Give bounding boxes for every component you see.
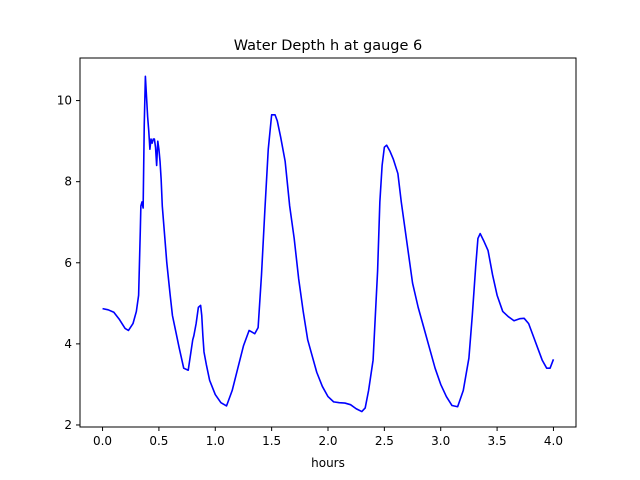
x-tick-label: 3.0 — [431, 434, 450, 448]
x-tick-label: 0.5 — [149, 434, 168, 448]
y-tick-label: 4 — [64, 337, 72, 351]
x-tick-label: 0.0 — [93, 434, 112, 448]
x-tick-label: 2.0 — [318, 434, 337, 448]
x-axis: 0.0 0.5 1.0 1.5 2.0 2.5 3.0 3.5 4.0 — [93, 427, 563, 448]
x-tick-label: 1.5 — [262, 434, 281, 448]
series-layer — [102, 75, 555, 413]
x-tick-label: 4.0 — [544, 434, 563, 448]
y-tick-label: 8 — [64, 175, 72, 189]
y-tick-label: 2 — [64, 418, 72, 432]
y-tick-label: 10 — [57, 94, 72, 108]
x-tick-label: 2.5 — [375, 434, 394, 448]
series-line-0 — [102, 75, 555, 413]
chart-title: Water Depth h at gauge 6 — [234, 38, 422, 54]
y-axis: 2 4 6 8 10 — [57, 94, 80, 432]
x-tick-label: 1.0 — [206, 434, 225, 448]
x-tick-label: 3.5 — [488, 434, 507, 448]
x-axis-label: hours — [311, 456, 345, 470]
y-tick-label: 6 — [64, 256, 72, 270]
